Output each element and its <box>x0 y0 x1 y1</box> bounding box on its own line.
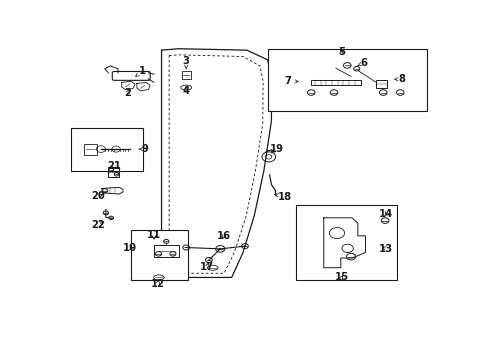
Text: 14: 14 <box>378 209 393 219</box>
Text: 18: 18 <box>274 192 291 202</box>
Text: 1: 1 <box>135 66 146 76</box>
Bar <box>296 205 396 280</box>
Bar <box>267 49 426 111</box>
Text: 15: 15 <box>334 273 348 283</box>
Text: 13: 13 <box>379 244 392 254</box>
Text: 12: 12 <box>150 279 164 289</box>
Text: 11: 11 <box>146 230 161 240</box>
Text: 17: 17 <box>200 262 214 272</box>
Bar <box>107 167 119 177</box>
Text: 19: 19 <box>269 144 284 154</box>
Bar <box>311 80 360 85</box>
Text: 16: 16 <box>217 231 231 241</box>
Text: 20: 20 <box>91 191 105 201</box>
Text: 21: 21 <box>107 161 121 171</box>
Bar <box>181 71 190 79</box>
Bar <box>154 245 178 257</box>
Bar <box>375 80 386 88</box>
Text: 4: 4 <box>182 86 189 96</box>
Text: 6: 6 <box>357 58 367 68</box>
Text: 3: 3 <box>183 56 189 69</box>
Text: 8: 8 <box>394 74 405 84</box>
Text: 9: 9 <box>139 144 148 154</box>
Text: 7: 7 <box>284 76 298 86</box>
Text: 2: 2 <box>124 88 131 98</box>
Bar <box>70 128 142 171</box>
Text: 10: 10 <box>123 243 137 253</box>
Bar <box>131 230 188 280</box>
Text: 5: 5 <box>337 47 345 57</box>
Bar <box>84 144 97 155</box>
Text: 22: 22 <box>91 220 105 230</box>
